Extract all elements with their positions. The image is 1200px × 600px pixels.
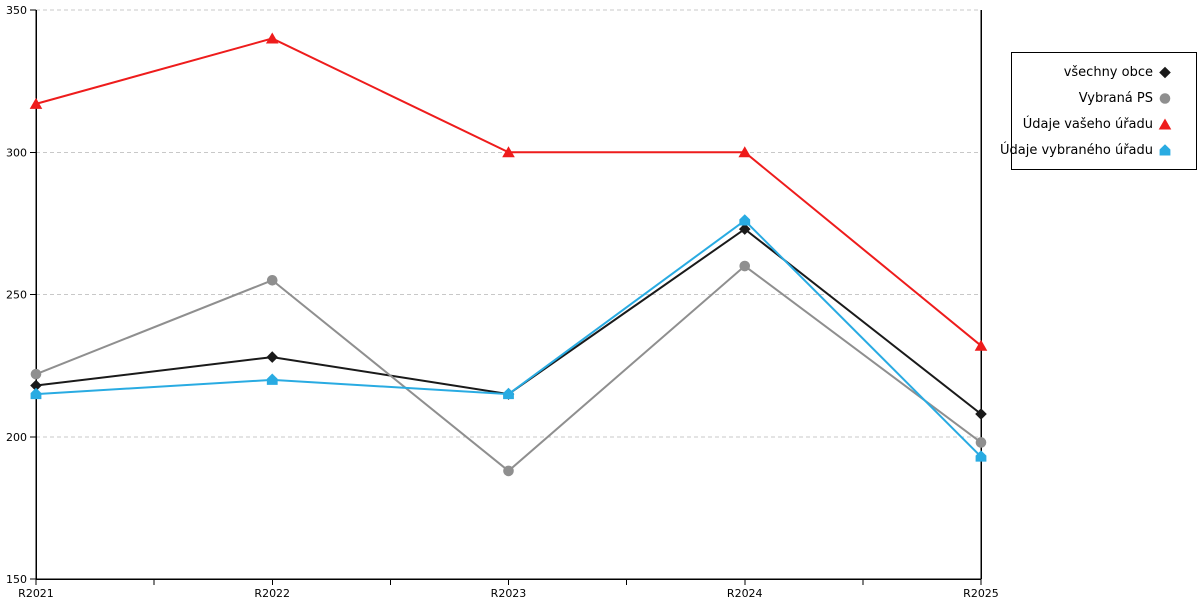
pentagon-marker-icon — [30, 387, 42, 400]
legend-item-udaje-vaseho-uradu: Údaje vašeho úřadu — [1018, 118, 1172, 131]
y-axis-tick-label: 200 — [6, 431, 27, 444]
series-line-3 — [35, 219, 982, 458]
pentagon-marker-icon — [1159, 143, 1171, 155]
x-axis-tick-label: R2025 — [963, 587, 999, 600]
triangle-marker-icon — [1158, 118, 1172, 129]
circle-marker-icon — [1159, 92, 1171, 104]
legend-label: Údaje vybraného úřadu — [999, 142, 1153, 158]
diamond-marker-icon — [738, 223, 751, 235]
legend-label: všechny obce — [1063, 64, 1153, 80]
x-axis-tick-label: R2022 — [254, 587, 290, 600]
y-axis-tick-label: 250 — [6, 289, 27, 302]
circle-marker-icon — [503, 465, 514, 477]
y-axis-tick-label: 150 — [6, 573, 27, 586]
circle-marker-icon — [30, 368, 42, 380]
triangle-marker-icon — [738, 146, 752, 158]
pentagon-marker-icon — [1159, 143, 1171, 155]
triangle-marker-icon — [1158, 118, 1172, 129]
legend: všechny obce Vybraná PS Údaje vašeho úřa… — [1000, 52, 1197, 170]
legend-item-vsechny-obce: všechny obce — [1018, 66, 1172, 79]
circle-marker-icon — [1159, 92, 1171, 104]
legend-item-vybrana-ps: Vybraná PS — [1018, 92, 1172, 105]
legend-label: Údaje vašeho úřadu — [1022, 116, 1153, 132]
triangle-marker-icon — [974, 339, 988, 351]
triangle-marker-icon — [265, 32, 279, 44]
circle-marker-icon — [975, 437, 987, 448]
legend-label: Vybraná PS — [1078, 90, 1153, 106]
diamond-marker-icon — [30, 379, 42, 392]
legend-item-udaje-vybraneho-uradu: Údaje vybraného úřadu — [1000, 143, 1172, 157]
diamond-marker-icon — [1159, 66, 1171, 78]
circle-marker-icon — [266, 274, 278, 286]
triangle-marker-icon — [29, 97, 43, 109]
pentagon-marker-icon — [975, 450, 987, 462]
diamond-marker-icon — [1159, 66, 1171, 78]
x-axis-tick-label: R2023 — [491, 587, 527, 600]
series-line-2 — [35, 37, 982, 347]
pentagon-marker-icon — [266, 373, 278, 385]
diamond-marker-icon — [975, 408, 987, 420]
triangle-marker-icon — [502, 146, 515, 158]
y-axis-tick-label: 350 — [6, 4, 27, 17]
pentagon-marker-icon — [739, 214, 751, 226]
x-axis-tick-label: R2024 — [727, 587, 763, 600]
diamond-marker-icon — [266, 351, 279, 363]
circle-marker-icon — [739, 260, 751, 272]
y-axis-tick-label: 300 — [6, 146, 27, 159]
x-axis-tick-label: R2021 — [18, 587, 54, 600]
pentagon-marker-icon — [503, 387, 514, 400]
